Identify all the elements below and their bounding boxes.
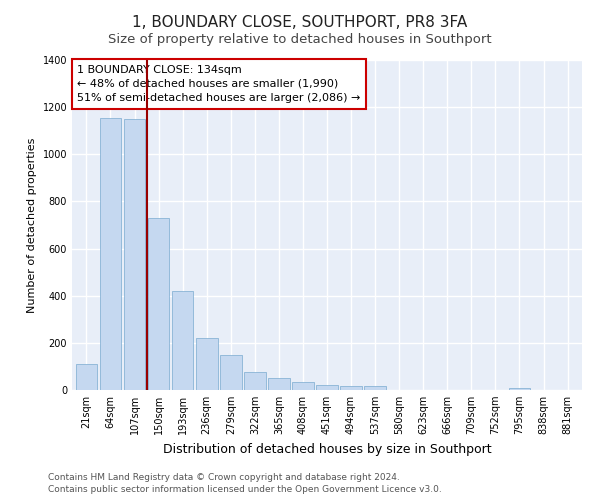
Text: Size of property relative to detached houses in Southport: Size of property relative to detached ho… [108, 32, 492, 46]
Bar [220, 354, 242, 390]
Bar [196, 338, 218, 390]
Text: 1, BOUNDARY CLOSE, SOUTHPORT, PR8 3FA: 1, BOUNDARY CLOSE, SOUTHPORT, PR8 3FA [133, 15, 467, 30]
Bar [124, 119, 145, 390]
Y-axis label: Number of detached properties: Number of detached properties [27, 138, 37, 312]
Bar [100, 118, 121, 390]
X-axis label: Distribution of detached houses by size in Southport: Distribution of detached houses by size … [163, 442, 491, 456]
Bar [364, 386, 386, 390]
Bar [292, 382, 314, 390]
Bar [316, 386, 338, 390]
Bar [148, 218, 169, 390]
Bar [172, 291, 193, 390]
Text: 1 BOUNDARY CLOSE: 134sqm
← 48% of detached houses are smaller (1,990)
51% of sem: 1 BOUNDARY CLOSE: 134sqm ← 48% of detach… [77, 65, 361, 103]
Bar [76, 364, 97, 390]
Text: Contains HM Land Registry data © Crown copyright and database right 2024.
Contai: Contains HM Land Registry data © Crown c… [48, 472, 442, 494]
Bar [244, 372, 266, 390]
Bar [340, 386, 362, 390]
Bar [268, 378, 290, 390]
Bar [509, 388, 530, 390]
